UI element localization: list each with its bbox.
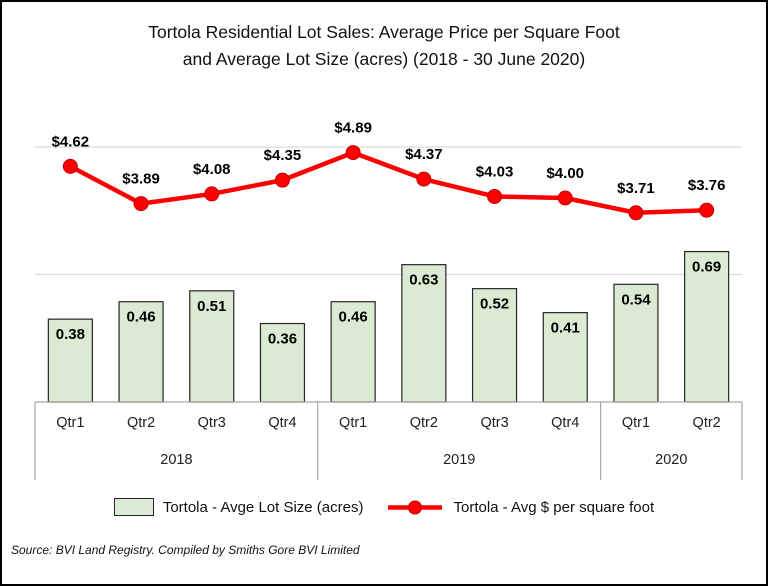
- point-label: $4.00: [546, 165, 584, 182]
- year-label: 2019: [443, 452, 475, 468]
- bar: [118, 301, 164, 403]
- bar-label: 0.38: [56, 326, 85, 343]
- x-tick-label: Qtr4: [551, 415, 579, 431]
- x-tick-label: Qtr2: [693, 415, 721, 431]
- x-tick-label: Qtr1: [622, 415, 650, 431]
- bar: [259, 322, 306, 403]
- point-label: $4.35: [264, 147, 302, 164]
- legend-line-label: Tortola - Avg $ per square foot: [453, 498, 655, 516]
- point-label: $4.37: [405, 146, 443, 163]
- line-marker: [628, 205, 644, 221]
- bar-label: 0.69: [692, 259, 721, 276]
- point-label: $4.03: [476, 163, 514, 180]
- year-label: 2020: [655, 452, 687, 468]
- line-marker: [487, 188, 503, 204]
- line-marker: [699, 202, 715, 218]
- legend-bar-swatch: [113, 498, 154, 516]
- bar-label: 0.46: [126, 309, 155, 326]
- point-label: $4.89: [334, 120, 372, 137]
- point-label: $4.08: [193, 161, 231, 178]
- line-marker: [557, 190, 573, 206]
- bar-label: 0.51: [197, 298, 226, 315]
- legend-line-swatch: [388, 500, 443, 514]
- bar-label: 0.41: [551, 320, 580, 337]
- x-tick-label: Qtr1: [339, 415, 367, 431]
- point-label: $4.62: [52, 133, 90, 150]
- legend-line-marker: [408, 500, 423, 514]
- point-label: $3.89: [122, 171, 160, 188]
- price-line: [68, 150, 709, 216]
- bar: [47, 318, 93, 403]
- bar: [684, 250, 730, 403]
- line-marker: [133, 196, 149, 212]
- x-tick-label: Qtr3: [198, 415, 226, 431]
- bar-label: 0.52: [480, 296, 509, 313]
- x-tick-label: Qtr2: [127, 415, 155, 431]
- chart-title-line1: Tortola Residential Lot Sales: Average P…: [148, 22, 620, 42]
- point-label: $3.71: [617, 180, 655, 197]
- line-marker: [345, 145, 361, 161]
- legend-bar-label: Tortola - Avge Lot Size (acres): [162, 498, 364, 516]
- bar-label: 0.63: [409, 272, 438, 289]
- x-tick-label: Qtr3: [480, 415, 508, 431]
- bar-label: 0.36: [268, 331, 297, 348]
- x-tick-label: Qtr4: [268, 415, 296, 431]
- source-note: Source: BVI Land Registry. Compiled by S…: [11, 543, 360, 557]
- line-marker: [274, 172, 290, 188]
- x-tick-label: Qtr2: [410, 415, 438, 431]
- bar-label: 0.54: [621, 291, 651, 308]
- line-marker: [204, 186, 220, 202]
- x-tick-label: Qtr1: [56, 415, 84, 431]
- point-label: $3.76: [688, 177, 726, 194]
- line-marker: [416, 171, 432, 187]
- bar: [471, 288, 518, 403]
- chart-legend: Tortola - Avge Lot Size (acres) Tortola …: [2, 498, 766, 516]
- bar: [542, 312, 588, 403]
- bar: [401, 264, 447, 403]
- line-marker: [62, 158, 78, 174]
- bar-label: 0.46: [339, 309, 368, 326]
- year-label: 2018: [160, 452, 192, 468]
- chart-title-line2: and Average Lot Size (acres) (2018 - 30 …: [182, 49, 586, 69]
- chart-title: Tortola Residential Lot Sales: Average P…: [2, 19, 766, 73]
